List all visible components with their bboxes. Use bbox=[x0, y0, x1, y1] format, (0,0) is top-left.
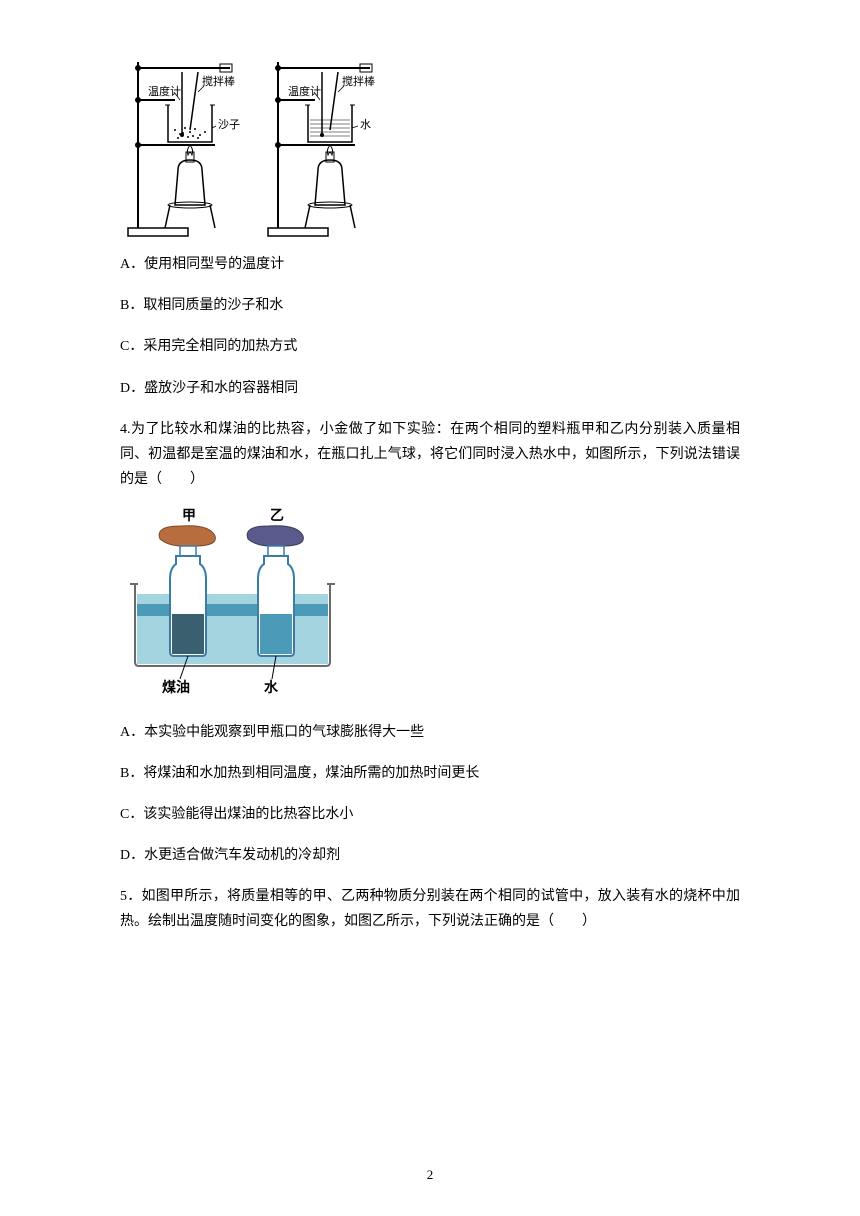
bottle-diagram: 甲 乙 煤油 水 bbox=[120, 504, 740, 703]
apparatus-diagram: 温度计 搅拌棒 沙子 bbox=[120, 50, 740, 240]
q4-choice-a: A．本实验中能观察到甲瓶口的气球膨胀得大一些 bbox=[120, 720, 740, 745]
stirrer-label-right: 搅拌棒 bbox=[342, 74, 375, 88]
q3-choices: A．使用相同型号的温度计 B．取相同质量的沙子和水 C．采用完全相同的加热方式 … bbox=[120, 252, 740, 401]
q5-text: 5．如图甲所示，将质量相等的甲、乙两种物质分别装在两个相同的试管中，放入装有水的… bbox=[120, 884, 740, 934]
water-label-right: 水 bbox=[360, 118, 371, 131]
balloon-yi bbox=[247, 526, 303, 547]
q3-choice-b: B．取相同质量的沙子和水 bbox=[120, 293, 740, 318]
left-apparatus: 温度计 搅拌棒 沙子 bbox=[128, 62, 240, 236]
balloon-jia bbox=[159, 526, 215, 547]
sand-label: 沙子 bbox=[218, 118, 240, 131]
q3-choice-d: D．盛放沙子和水的容器相同 bbox=[120, 376, 740, 401]
thermometer-label-right: 温度计 bbox=[288, 84, 321, 98]
q4-choice-c: C．该实验能得出煤油的比热容比水小 bbox=[120, 802, 740, 827]
yi-label: 乙 bbox=[270, 508, 284, 524]
beaker-water-band bbox=[137, 604, 328, 616]
jia-label: 甲 bbox=[182, 508, 196, 524]
stirrer-label-left: 搅拌棒 bbox=[202, 74, 235, 88]
kerosene-label: 煤油 bbox=[162, 679, 190, 694]
q3-choice-c: C．采用完全相同的加热方式 bbox=[120, 334, 740, 359]
apparatus-svg: 温度计 搅拌棒 沙子 bbox=[120, 50, 400, 240]
q4-choice-b: B．将煤油和水加热到相同温度，煤油所需的加热时间更长 bbox=[120, 761, 740, 786]
right-apparatus: 温度计 搅拌棒 水 bbox=[268, 62, 375, 236]
page-number: 2 bbox=[427, 1163, 434, 1186]
thermometer-label-left: 温度计 bbox=[148, 84, 181, 98]
bottle-jia bbox=[170, 546, 206, 656]
q4-choice-d: D．水更适合做汽车发动机的冷却剂 bbox=[120, 843, 740, 868]
q4-text: 4.为了比较水和煤油的比热容，小金做了如下实验：在两个相同的塑料瓶甲和乙内分别装… bbox=[120, 417, 740, 493]
bottle-svg: 甲 乙 煤油 水 bbox=[120, 504, 350, 694]
bottle-yi bbox=[258, 546, 294, 656]
q3-choice-a: A．使用相同型号的温度计 bbox=[120, 252, 740, 277]
water-label: 水 bbox=[264, 679, 279, 694]
q4-choices: A．本实验中能观察到甲瓶口的气球膨胀得大一些 B．将煤油和水加热到相同温度，煤油… bbox=[120, 720, 740, 869]
